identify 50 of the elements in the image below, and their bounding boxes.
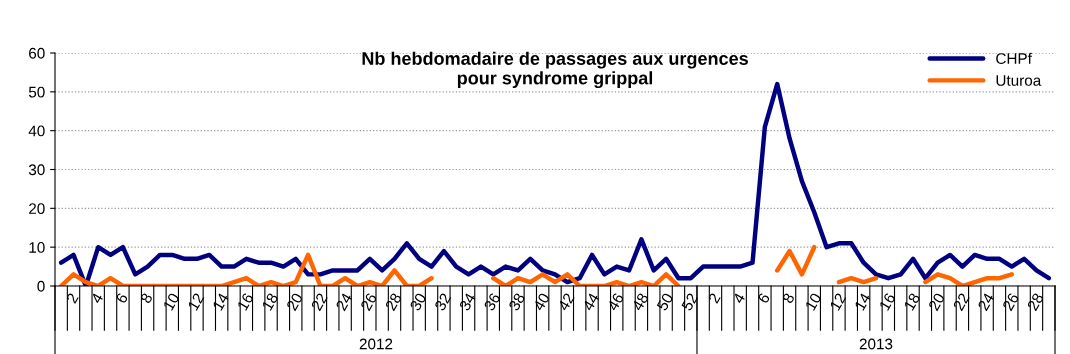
text: 2012	[359, 338, 393, 350]
x-tick-label: 32	[434, 292, 452, 312]
x-tick-label: 50	[656, 292, 674, 312]
x-tick-label: 8	[139, 292, 153, 304]
x-tick-label: 22	[310, 292, 328, 312]
x-tick-label: 2	[707, 292, 721, 304]
x-tick-label: 24	[977, 292, 995, 312]
x-tick-label: 26	[1002, 292, 1020, 312]
x-tick-label: 14	[854, 292, 872, 311]
x-tick-label: 10	[162, 292, 180, 311]
x-tick-label: 16	[878, 292, 896, 311]
x-tick-label: 24	[335, 292, 353, 312]
y-tick-label: 30	[28, 164, 45, 176]
x-tick-label: 8	[781, 292, 795, 304]
y-tick-label: 60	[29, 47, 45, 59]
x-tick-label: 48	[631, 292, 649, 312]
x-tick-label: 20	[928, 292, 946, 312]
x-tick-label: 2	[65, 292, 79, 304]
x-tick-label: 26	[360, 292, 378, 312]
x-tick-label: 16	[236, 292, 254, 311]
x-tick-label: 38	[508, 292, 526, 312]
x-tick-label: 4	[732, 292, 746, 305]
x-tick-label: 36	[483, 292, 501, 312]
x-tick-label: 52	[681, 292, 699, 312]
x-tick-label: 6	[757, 292, 771, 304]
y-tick-label: 50	[28, 86, 45, 98]
x-tick-label: 22	[952, 292, 970, 312]
x-tick-label: 12	[187, 292, 205, 311]
x-tick-label: 30	[409, 292, 427, 312]
y-tick-label: 10	[29, 242, 45, 253]
x-tick-label: 44	[582, 292, 600, 312]
y-tick-label: 0	[37, 280, 45, 292]
x-tick-label: 42	[557, 292, 575, 312]
x-tick-label: 34	[458, 292, 477, 312]
x-tick-label: 4	[90, 292, 104, 305]
legend-label: CHPf	[996, 52, 1032, 64]
y-tick-label: 20	[29, 203, 45, 215]
x-tick-label: 10	[804, 292, 822, 311]
x-tick-label: 28	[1026, 292, 1044, 312]
x-tick-label: 18	[903, 292, 921, 311]
y-tick-label: 40	[28, 125, 45, 137]
legend-label: Uturoa	[996, 75, 1042, 86]
chart-title: Nb hebdomadaire de passages aux urgences pour syndrome grippal	[362, 51, 748, 89]
text: 2013	[859, 338, 893, 350]
x-tick-label: 14	[212, 292, 230, 311]
x-tick-label: 12	[829, 292, 847, 311]
x-tick-label: 20	[286, 292, 304, 312]
x-tick-label: 18	[261, 292, 279, 311]
x-tick-label: 28	[384, 292, 402, 312]
x-tick-label: 6	[115, 292, 129, 304]
